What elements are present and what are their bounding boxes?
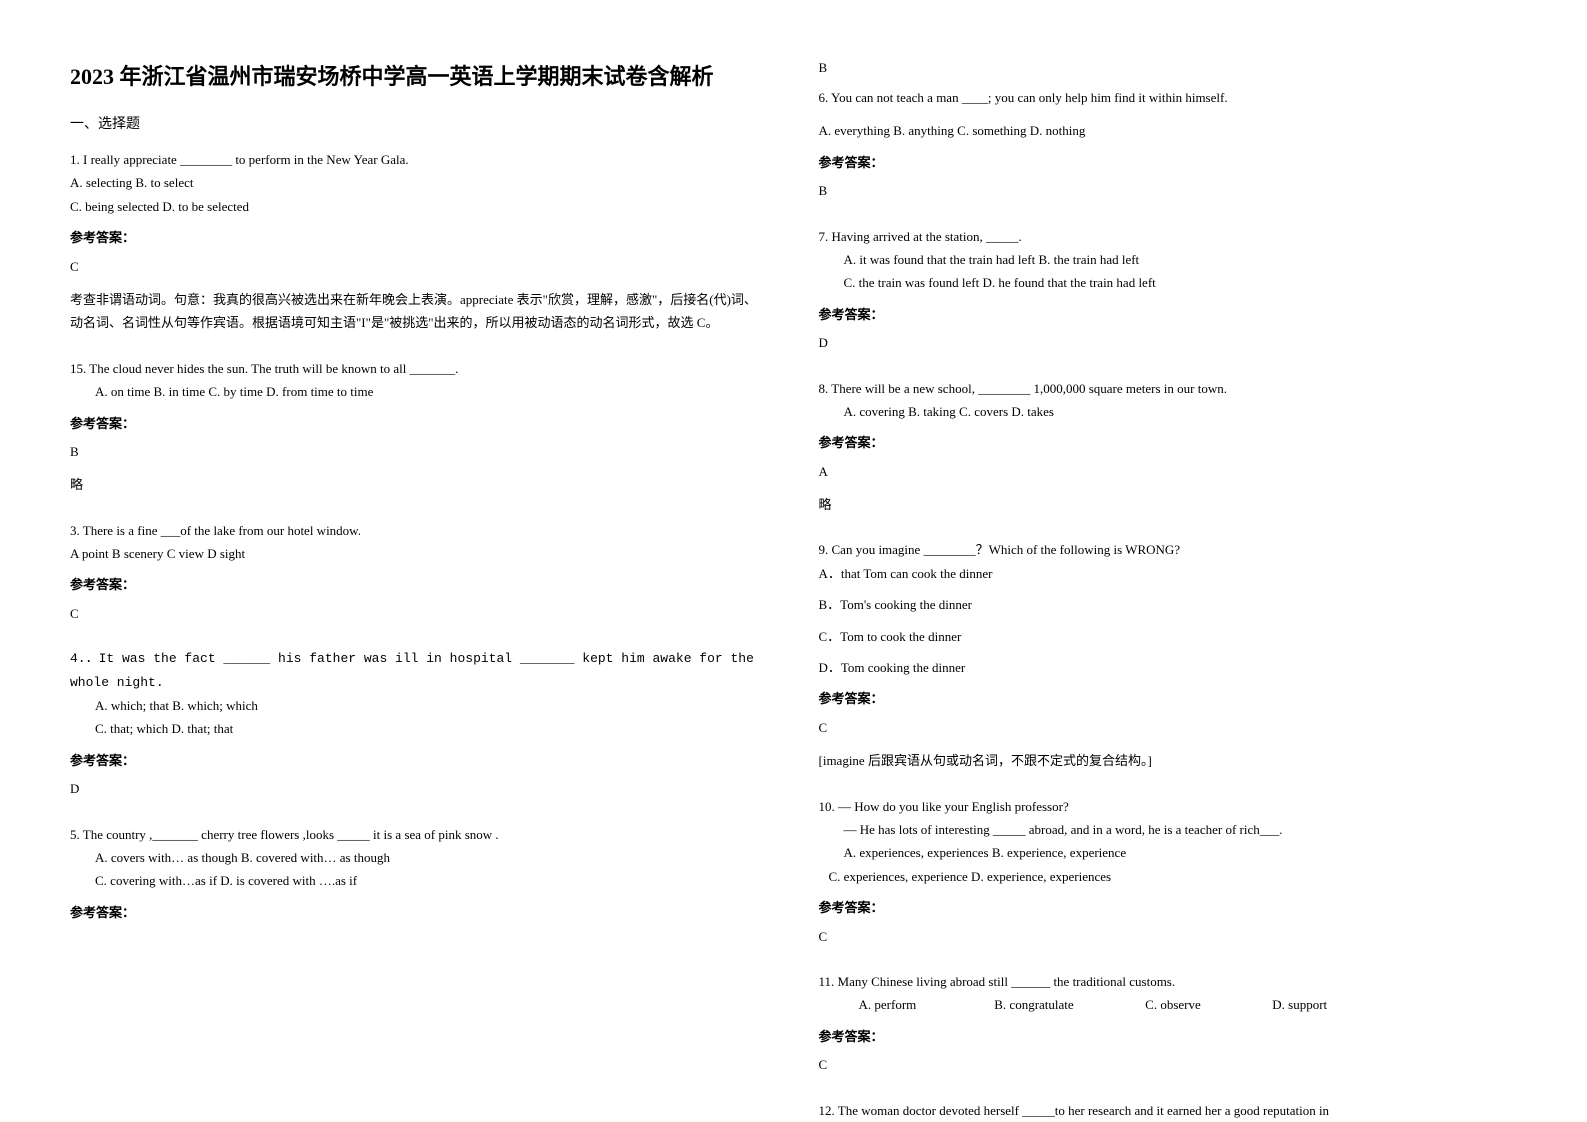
answer-value: C xyxy=(70,255,769,278)
omit-text: 略 xyxy=(70,473,769,496)
question-text: 10. — How do you like your English profe… xyxy=(819,795,1518,818)
question-text: 3. There is a fine ___of the lake from o… xyxy=(70,519,769,542)
options-line: D．Tom cooking the dinner xyxy=(819,656,1518,679)
question-8: 8. There will be a new school, ________ … xyxy=(819,377,1518,527)
question-text: 12. The woman doctor devoted herself ___… xyxy=(819,1099,1518,1122)
options-line: A. covering B. taking C. covers D. takes xyxy=(819,400,1518,423)
answer-label: 参考答案： xyxy=(819,303,1518,326)
answer-label: 参考答案： xyxy=(70,573,769,596)
answer-value: C xyxy=(70,602,769,625)
question-text: 7. Having arrived at the station, _____. xyxy=(819,225,1518,248)
answer-value: B xyxy=(819,179,1518,202)
question-11: 11. Many Chinese living abroad still ___… xyxy=(819,970,1518,1087)
answer-value: D xyxy=(819,331,1518,354)
question-text: 1. I really appreciate ________ to perfo… xyxy=(70,148,769,171)
options-line: A. which; that B. which; which xyxy=(70,694,769,717)
options-line: B．Tom's cooking the dinner xyxy=(819,593,1518,616)
question-text: 15. The cloud never hides the sun. The t… xyxy=(70,357,769,380)
question-text: 8. There will be a new school, ________ … xyxy=(819,377,1518,400)
document-title: 2023 年浙江省温州市瑞安场桥中学高一英语上学期期末试卷含解析 xyxy=(70,60,769,93)
answer-value: C xyxy=(819,716,1518,739)
question-7: 7. Having arrived at the station, _____.… xyxy=(819,225,1518,365)
options-line: C. that; which D. that; that xyxy=(70,717,769,740)
question-text: — He has lots of interesting _____ abroa… xyxy=(819,818,1518,841)
question-6: 6. You can not teach a man ____; you can… xyxy=(819,86,1518,213)
question-1: 1. I really appreciate ________ to perfo… xyxy=(70,148,769,345)
answer-label: 参考答案： xyxy=(819,1025,1518,1048)
options-line: A. on time B. in time C. by time D. from… xyxy=(70,380,769,403)
answer-label: 参考答案： xyxy=(819,431,1518,454)
options-line: A．that Tom can cook the dinner xyxy=(819,562,1518,585)
question-text: 5. The country ,_______ cherry tree flow… xyxy=(70,823,769,846)
section-header: 一、选择题 xyxy=(70,113,769,133)
answer-label: 参考答案： xyxy=(70,901,769,924)
answer-value: D xyxy=(70,777,769,800)
explanation: 考查非谓语动词。句意：我真的很高兴被选出来在新年晚会上表演。appreciate… xyxy=(70,288,769,335)
explanation: [imagine 后跟宾语从句或动名词，不跟不定式的复合结构。] xyxy=(819,749,1518,772)
answer-value: B xyxy=(819,60,1518,76)
answer-label: 参考答案： xyxy=(70,412,769,435)
options-line: A. selecting B. to select xyxy=(70,171,769,194)
answer-label: 参考答案： xyxy=(819,687,1518,710)
options-line: C．Tom to cook the dinner xyxy=(819,625,1518,648)
question-4: 4.．It was the fact ______ his father was… xyxy=(70,647,769,810)
left-column: 2023 年浙江省温州市瑞安场桥中学高一英语上学期期末试卷含解析 一、选择题 1… xyxy=(70,60,769,1062)
answer-value: C xyxy=(819,925,1518,948)
question-3: 3. There is a fine ___of the lake from o… xyxy=(70,519,769,636)
question-text: 11. Many Chinese living abroad still ___… xyxy=(819,970,1518,993)
question-text: 6. You can not teach a man ____; you can… xyxy=(819,86,1518,109)
options-line: C. covering with…as if D. is covered wit… xyxy=(70,869,769,892)
question-10: 10. — How do you like your English profe… xyxy=(819,795,1518,958)
answer-value: B xyxy=(70,440,769,463)
options-line: C. the train was found left D. he found … xyxy=(819,271,1518,294)
question-text: 4.．It was the fact ______ his father was… xyxy=(70,647,769,694)
question-9: 9. Can you imagine ________？Which of the… xyxy=(819,538,1518,782)
options-line: C. being selected D. to be selected xyxy=(70,195,769,218)
question-text: 9. Can you imagine ________？Which of the… xyxy=(819,538,1518,561)
answer-label: 参考答案： xyxy=(70,749,769,772)
options-line: A. experiences, experiences B. experienc… xyxy=(819,841,1518,864)
question-5: 5. The country ,_______ cherry tree flow… xyxy=(70,823,769,930)
options-line: A. perform B. congratulate C. observe D.… xyxy=(819,993,1518,1016)
right-column: B 6. You can not teach a man ____; you c… xyxy=(819,60,1518,1062)
question-15: 15. The cloud never hides the sun. The t… xyxy=(70,357,769,507)
answer-value: C xyxy=(819,1053,1518,1076)
options-line: A. it was found that the train had left … xyxy=(819,248,1518,271)
answer-label: 参考答案： xyxy=(819,151,1518,174)
options-line: C. experiences, experience D. experience… xyxy=(819,865,1518,888)
answer-value: A xyxy=(819,460,1518,483)
options-line: A. everything B. anything C. something D… xyxy=(819,119,1518,142)
question-12: 12. The woman doctor devoted herself ___… xyxy=(819,1099,1518,1122)
omit-text: 略 xyxy=(819,493,1518,516)
answer-label: 参考答案： xyxy=(819,896,1518,919)
answer-label: 参考答案： xyxy=(70,226,769,249)
options-line: A point B scenery C view D sight xyxy=(70,542,769,565)
options-line: A. covers with… as though B. covered wit… xyxy=(70,846,769,869)
